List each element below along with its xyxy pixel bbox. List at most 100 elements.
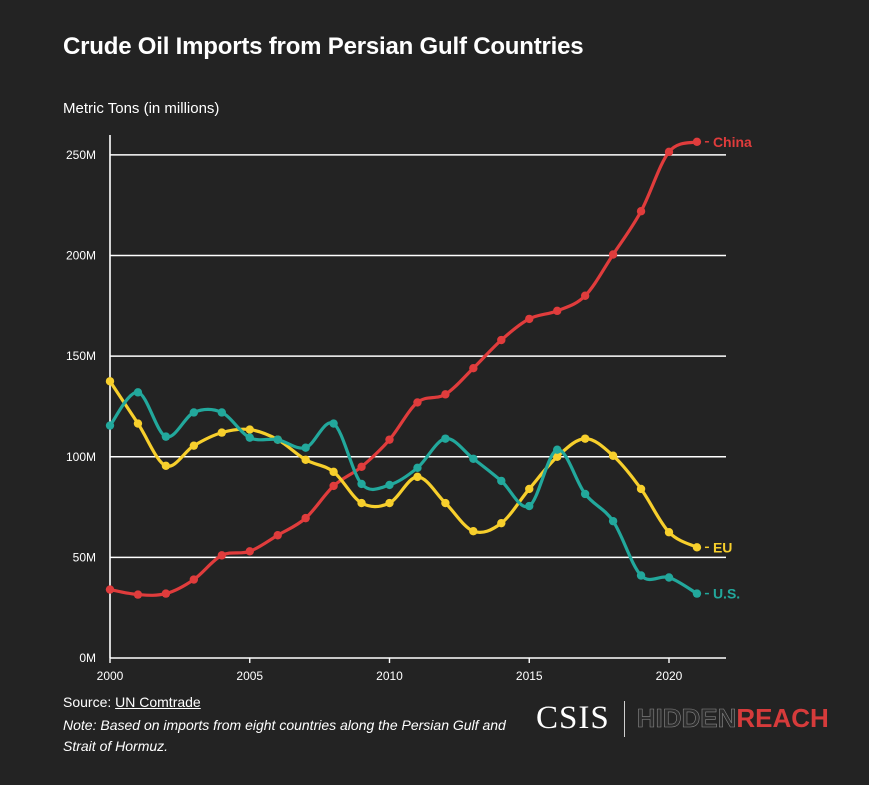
data-point-china-2009 <box>357 462 366 472</box>
data-point-eu-2002 <box>161 461 171 471</box>
data-point-china-2021 <box>692 137 702 146</box>
data-point-china-2005 <box>245 547 254 556</box>
data-point-us-2013 <box>469 454 478 463</box>
x-tick-label: 2010 <box>376 669 403 683</box>
data-point-china-2013 <box>469 364 478 373</box>
data-point-us-2009 <box>357 479 366 489</box>
csis-hidden-reach-logo: CSIS HIDDEN REACH <box>536 700 829 737</box>
data-point-china-2003 <box>189 575 199 584</box>
data-point-eu-2003 <box>189 441 199 450</box>
source-line: Source: UN Comtrade <box>63 694 201 710</box>
y-tick-label: 200M <box>66 249 96 263</box>
source-link[interactable]: UN Comtrade <box>115 694 201 710</box>
series-line-eu <box>108 379 699 549</box>
data-point-eu-2019 <box>636 484 646 494</box>
data-point-eu-2014 <box>497 518 506 528</box>
y-tick-label: 250M <box>66 148 96 162</box>
data-point-us-2010 <box>385 480 394 490</box>
data-point-us-2005 <box>245 433 254 442</box>
data-point-china-2002 <box>161 589 171 598</box>
data-point-us-2016 <box>553 445 562 454</box>
data-point-us-2004 <box>217 408 226 417</box>
data-point-china-2000 <box>105 585 115 594</box>
data-point-eu-2011 <box>413 472 422 482</box>
data-point-china-2019 <box>636 207 646 216</box>
data-point-us-2002 <box>161 432 171 441</box>
data-point-china-2001 <box>133 590 143 599</box>
data-point-us-2001 <box>133 388 143 397</box>
data-point-eu-2018 <box>608 451 618 460</box>
data-point-eu-2013 <box>469 527 478 536</box>
data-point-eu-2010 <box>385 498 394 508</box>
data-point-eu-2016 <box>553 452 562 461</box>
data-point-china-2014 <box>497 335 506 345</box>
series-line-us <box>108 390 699 596</box>
series-label-china: China <box>713 134 752 150</box>
data-point-china-2016 <box>553 306 562 316</box>
data-point-us-2021 <box>692 589 702 598</box>
data-point-us-2020 <box>664 573 674 582</box>
data-point-us-2011 <box>413 463 422 473</box>
x-tick-label: 2015 <box>516 669 543 683</box>
data-point-china-2006 <box>273 531 282 540</box>
data-point-eu-2012 <box>441 498 450 508</box>
data-point-us-2014 <box>497 476 506 486</box>
data-point-eu-2009 <box>357 498 366 508</box>
data-point-china-2020 <box>664 147 674 157</box>
data-point-eu-2021 <box>692 543 702 552</box>
data-point-us-2018 <box>608 516 618 526</box>
data-point-us-2007 <box>301 443 310 452</box>
data-point-eu-2001 <box>133 419 143 428</box>
data-point-us-2000 <box>105 421 115 430</box>
series-line-china <box>108 140 699 597</box>
data-point-eu-2004 <box>217 428 226 437</box>
series-us <box>105 388 702 598</box>
data-point-us-2006 <box>273 435 282 444</box>
data-point-us-2008 <box>329 419 338 428</box>
chart-title: Crude Oil Imports from Persian Gulf Coun… <box>63 33 584 60</box>
data-point-eu-2007 <box>301 455 310 464</box>
series-labels: China EU U.S. <box>704 134 752 602</box>
source-prefix: Source: <box>63 694 116 710</box>
data-point-eu-2015 <box>525 484 534 494</box>
data-point-us-2017 <box>580 489 590 499</box>
data-point-us-2003 <box>189 408 199 417</box>
line-chart: 0M 50M 100M 150M 200M 250M 2000 2005 2010 2015 202… <box>66 134 752 683</box>
chart-note: Note: Based on imports from eight countr… <box>63 717 506 754</box>
reach-logo-text: REACH <box>736 703 829 733</box>
data-point-eu-2008 <box>329 467 338 477</box>
grid-lines <box>110 154 726 559</box>
data-point-china-2017 <box>580 291 590 300</box>
data-point-china-2012 <box>441 390 450 399</box>
data-point-china-2018 <box>608 250 618 259</box>
y-tick-label: 0M <box>79 651 96 665</box>
series-label-eu: EU <box>713 539 732 555</box>
data-point-eu-2005 <box>245 425 254 434</box>
series-eu <box>105 377 702 552</box>
csis-logo: CSIS <box>536 700 610 736</box>
y-axis-label: Metric Tons (in millions) <box>63 100 220 117</box>
data-point-us-2015 <box>525 501 534 511</box>
x-tick-label: 2020 <box>656 669 683 683</box>
data-point-eu-2017 <box>580 434 590 443</box>
axes: 0M 50M 100M 150M 200M 250M 2000 2005 2010 2015 202… <box>66 135 726 683</box>
data-point-eu-2000 <box>105 377 115 386</box>
series-label-us: U.S. <box>713 586 740 602</box>
data-point-china-2015 <box>525 314 534 324</box>
data-point-china-2011 <box>413 398 422 407</box>
data-point-china-2008 <box>329 481 338 491</box>
y-tick-label: 50M <box>73 550 96 564</box>
series-lines <box>105 137 702 599</box>
data-point-eu-2020 <box>664 528 674 537</box>
data-point-us-2012 <box>441 434 450 443</box>
logo-divider <box>623 700 625 737</box>
y-tick-label: 150M <box>66 349 96 363</box>
x-tick-label: 2005 <box>236 669 263 683</box>
y-tick-label: 100M <box>66 450 96 464</box>
data-point-us-2019 <box>636 571 646 580</box>
data-point-china-2007 <box>301 513 310 523</box>
series-china <box>105 137 702 599</box>
x-tick-label: 2000 <box>97 669 124 683</box>
hidden-logo-text: HIDDEN <box>636 703 737 734</box>
data-point-china-2004 <box>217 551 226 560</box>
